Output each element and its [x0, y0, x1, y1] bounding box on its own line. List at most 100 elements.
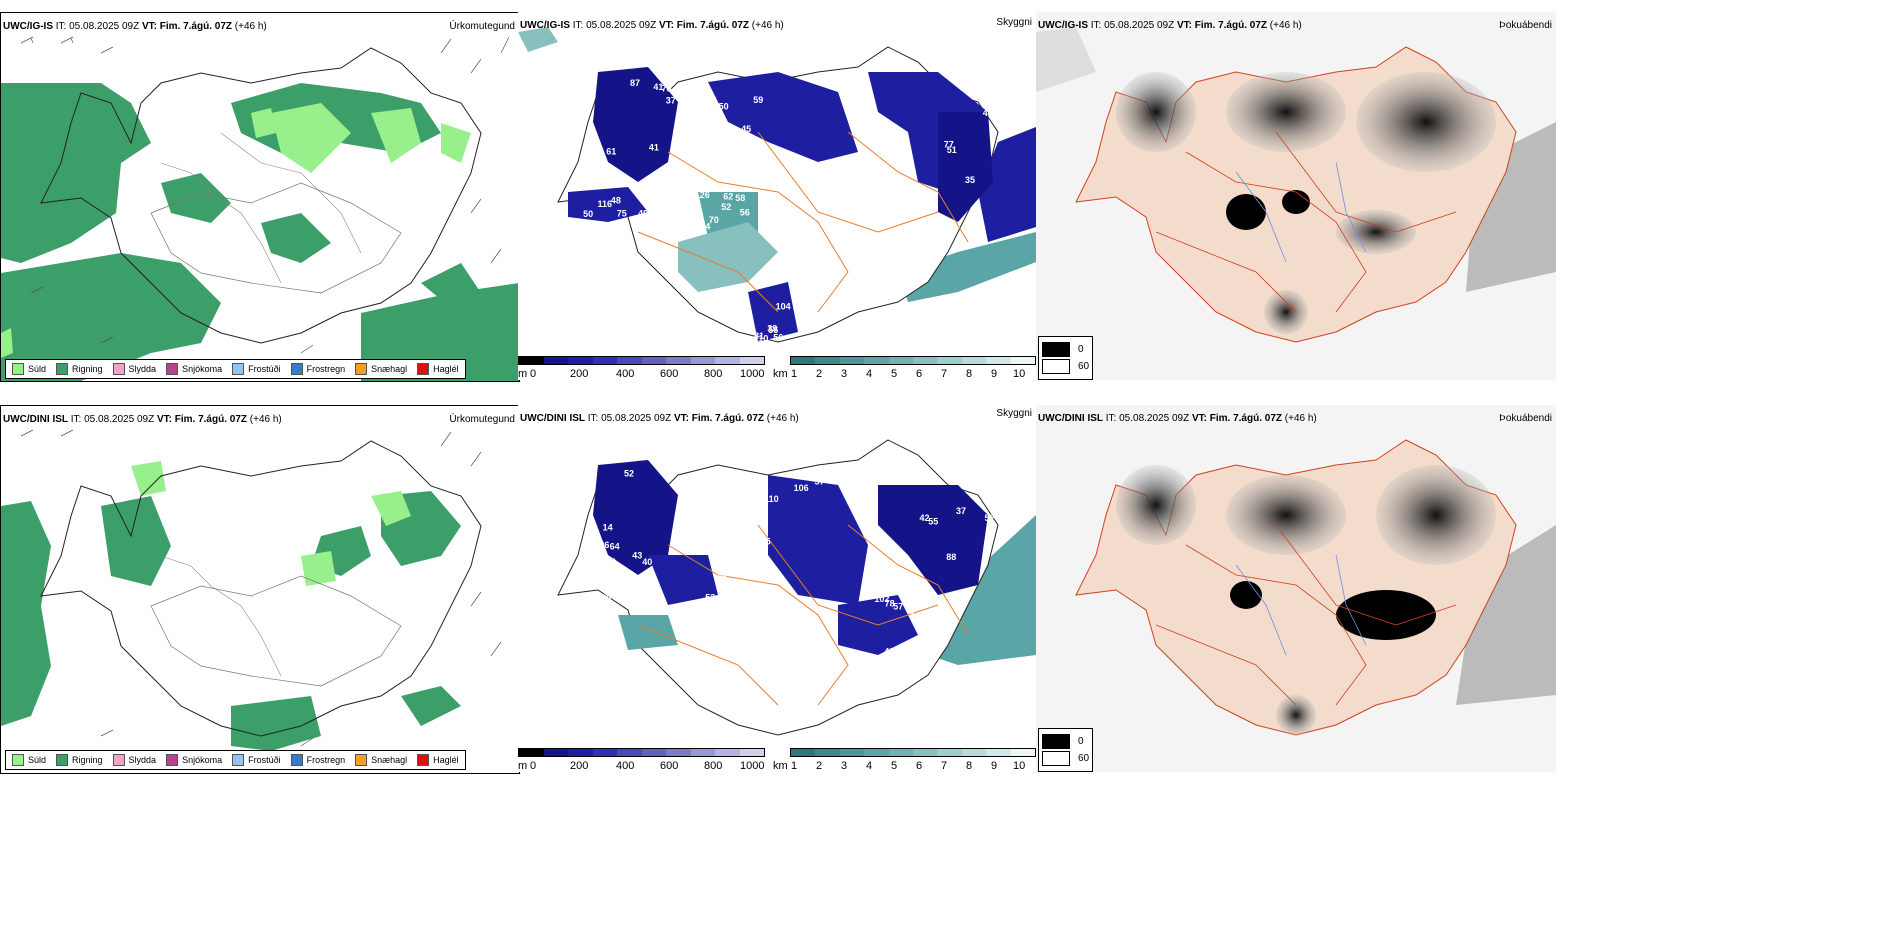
legend-swatch [417, 363, 430, 375]
fog-legend-item: 60 [1042, 359, 1089, 374]
ceiling-value-label: 59 [660, 172, 670, 182]
legend-item: Rigning [56, 363, 103, 375]
precip-map-bottom [1, 406, 519, 773]
legend-label: Snjókoma [182, 755, 223, 765]
panel-header: UWC/IG-IS IT: 05.08.2025 09Z VT: Fim. 7.… [1038, 20, 1302, 31]
colorbar-segment [888, 749, 914, 756]
ceiling-value-label: 61 [606, 146, 616, 156]
ceiling-tick: 0 [530, 368, 537, 380]
colorbar-segment [690, 749, 715, 756]
legend-label: Slydda [128, 364, 157, 374]
fog-swatch [1042, 734, 1070, 749]
visibility-tick: 5 [891, 760, 898, 772]
ceiling-value-label: 64 [647, 599, 657, 609]
ceiling-value-label: 37 [815, 477, 825, 487]
legend-label: Snjókoma [182, 364, 223, 374]
legend-label: Snæhagl [371, 364, 408, 374]
ceiling-value-label: 44 [983, 108, 993, 118]
ceiling-value-label: 62 [723, 191, 733, 201]
ceiling-tick: 600 [660, 760, 679, 772]
ceiling-value-label: 33 [720, 491, 730, 501]
legend-swatch [112, 754, 125, 766]
ceiling-value-label: 52 [985, 513, 995, 523]
ceiling-value-label: 287 [713, 549, 728, 559]
ceiling-value-label: 41 [653, 82, 663, 92]
ceiling-value-label: 35 [965, 175, 975, 185]
model-name: UWC/DINI ISL [3, 414, 68, 425]
visibility-tick: 6 [916, 368, 923, 380]
legend-label: Frostregn [306, 364, 346, 374]
panel-header: UWC/DINI ISL IT: 05.08.2025 09Z VT: Fim.… [1038, 413, 1317, 424]
colorbar-segment [617, 357, 642, 364]
ceiling-value-label: 42 [681, 179, 691, 189]
visibility-unit: km [773, 368, 788, 380]
ceiling-value-label: 40 [909, 612, 919, 622]
ceiling-tick: 800 [704, 760, 723, 772]
visibility-tick: 9 [991, 368, 998, 380]
colorbar-segment [864, 357, 889, 364]
ceiling-unit: m [518, 368, 528, 380]
ceiling-value-label: 38 [877, 241, 887, 251]
ceiling-value-label: 64 [858, 99, 868, 109]
colorbar-segment [815, 357, 840, 364]
valid-time: VT: Fim. 7.ágú. 07Z [141, 21, 232, 32]
ceiling-tick: 600 [660, 368, 679, 380]
ceiling-value-label: 38 [855, 205, 865, 215]
visibility-tick: 4 [866, 368, 873, 380]
legend-item: Slydda [112, 363, 157, 375]
ceiling-value-label: 125 [756, 537, 771, 547]
legend-item: Súld [12, 363, 46, 375]
visibility-tick: 7 [941, 760, 948, 772]
ceiling-unit: m [518, 760, 528, 772]
colorbar-segment [617, 749, 642, 756]
colorbar-segment [913, 357, 938, 364]
colorbar-segment [791, 357, 816, 364]
legend-label: Haglél [433, 364, 459, 374]
valid-time: VT: Fim. 7.ágú. 07Z [673, 413, 764, 424]
colorbar-segment [839, 749, 865, 756]
ceiling-value-label: 42 [704, 598, 714, 608]
lead-time: (+46 h) [751, 20, 784, 31]
legend-item: Slydda [112, 754, 156, 766]
precip-map-top [1, 13, 519, 381]
ceiling-value-label: 50 [719, 102, 729, 112]
ceiling-bar [518, 748, 765, 757]
legend-item: Frostregn [290, 754, 345, 766]
precip-type-panel-bottom: UWC/DINI ISL IT: 05.08.2025 09Z VT: Fim.… [0, 405, 520, 774]
lead-time: (+46 h) [766, 413, 799, 424]
panel-title: Skyggni [996, 408, 1032, 419]
ceiling-value-label: 50 [583, 209, 593, 219]
colorbar-segment [937, 749, 962, 756]
legend-swatch [232, 363, 245, 375]
ceiling-value-label: 45 [741, 124, 751, 134]
ceiling-value-label: 42 [920, 513, 930, 523]
colorbar-segment [641, 357, 666, 364]
legend-item: Haglél [417, 754, 459, 766]
fog-map-top [1036, 12, 1556, 380]
fog-legend-item: 0 [1042, 734, 1089, 749]
visibility-tick: 10 [1013, 368, 1026, 380]
ceiling-value-label: 42 [884, 646, 894, 656]
fog-swatch [1042, 359, 1070, 374]
ceiling-tick: 1000 [740, 368, 765, 380]
panel-header: UWC/IG-IS IT: 05.08.2025 09Z VT: Fim. 7.… [3, 21, 267, 32]
legend-item: Snjókoma [166, 754, 222, 766]
ceiling-value-label: 43 [632, 551, 642, 561]
legend-swatch [290, 754, 303, 766]
ceiling-value-label: 38 [669, 166, 679, 176]
lead-time: (+46 h) [234, 21, 267, 32]
init-time: IT: 05.08.2025 09Z [587, 413, 672, 424]
ceiling-value-label: 52 [872, 170, 882, 180]
ceiling-value-label: 36 [599, 540, 609, 550]
ceiling-value-label: 56 [773, 333, 783, 343]
ceiling-value-label: 102 [874, 594, 889, 604]
ceiling-value-label: 230 [845, 204, 860, 214]
init-time: IT: 05.08.2025 09Z [1090, 20, 1175, 31]
colorbar-segment [715, 749, 740, 756]
ceiling-value-label: 60 [633, 589, 643, 599]
ceiling-value-label: 88 [946, 552, 956, 562]
colorbar-segment [986, 357, 1011, 364]
ceiling-value-label: 103 [977, 89, 992, 99]
visibility-tick: 3 [841, 760, 848, 772]
ceiling-value-label: 53 [705, 593, 715, 603]
